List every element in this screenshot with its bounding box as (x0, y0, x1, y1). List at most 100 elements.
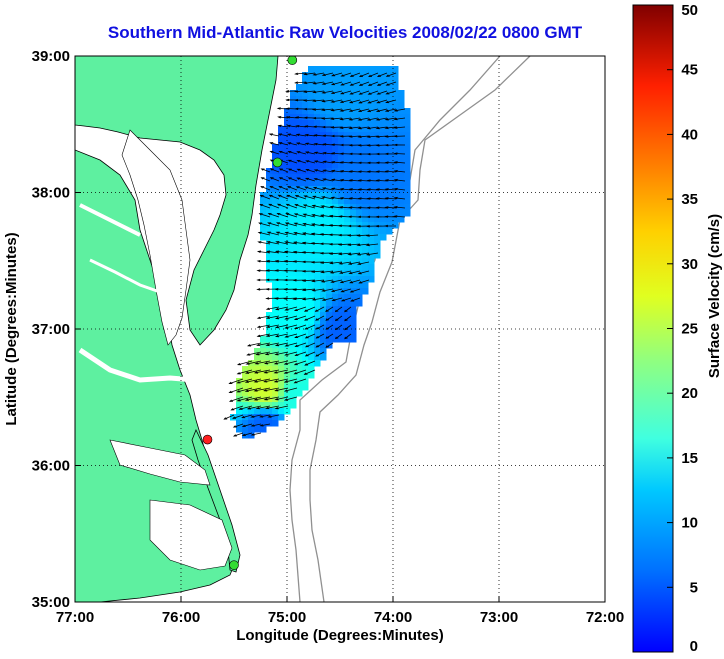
velocity-cell (254, 366, 261, 373)
velocity-cell (320, 186, 327, 193)
velocity-vector-head (330, 134, 335, 138)
velocity-cell (290, 276, 297, 283)
velocity-cell (308, 180, 315, 187)
velocity-vector-head (294, 98, 299, 102)
velocity-cell (332, 318, 339, 325)
velocity-cell (272, 354, 279, 361)
velocity-cell (266, 378, 273, 385)
velocity-cell (296, 252, 303, 259)
velocity-cell (374, 192, 381, 199)
velocity-cell (338, 216, 345, 223)
velocity-cell (332, 78, 339, 85)
velocity-vector-head (311, 298, 316, 301)
velocity-vector (284, 360, 298, 365)
velocity-vector-head (278, 150, 283, 154)
velocity-cell (296, 270, 303, 277)
velocity-vector-head (294, 72, 299, 76)
velocity-vector-head (337, 252, 343, 256)
velocity-cell (260, 402, 267, 409)
velocity-cell (284, 138, 291, 145)
velocity-vector-head (339, 178, 344, 182)
velocity-cell (326, 228, 333, 235)
velocity-cell (344, 162, 351, 169)
velocity-vector (312, 205, 325, 209)
velocity-cell (320, 162, 327, 169)
velocity-cell (332, 246, 339, 253)
velocity-cell (302, 348, 309, 355)
velocity-vector (331, 90, 343, 94)
x-axis-label: Longitude (Degrees:Minutes) (236, 627, 444, 644)
velocity-cell (344, 258, 351, 265)
velocity-vector (341, 72, 352, 77)
velocity-vector (237, 369, 253, 375)
velocity-cell (296, 150, 303, 157)
velocity-cell (302, 312, 309, 319)
velocity-cell (284, 228, 291, 235)
velocity-cell (356, 132, 363, 139)
velocity-cell (284, 348, 291, 355)
velocity-cell (374, 180, 381, 187)
velocity-vector (257, 342, 271, 346)
velocity-vector (277, 213, 289, 218)
velocity-cell (332, 108, 339, 115)
velocity-cell (386, 156, 393, 163)
velocity-vector (267, 241, 280, 245)
velocity-vector-head (321, 73, 326, 76)
velocity-vector-head (303, 90, 308, 93)
velocity-vector-head (365, 234, 370, 237)
velocity-vector (377, 81, 388, 86)
velocity-cell (290, 228, 297, 235)
velocity-vector (265, 351, 280, 355)
velocity-cell (320, 180, 327, 187)
velocity-vector (261, 177, 271, 182)
velocity-cell (290, 384, 297, 391)
velocity-vector (284, 387, 298, 392)
velocity-cell (356, 198, 363, 205)
velocity-cell (296, 96, 303, 103)
velocity-cell (236, 378, 243, 385)
velocity-cell (284, 174, 291, 181)
velocity-vector-head (253, 389, 258, 392)
velocity-cell (272, 342, 279, 349)
velocity-cell (272, 318, 279, 325)
velocity-cell (326, 252, 333, 259)
velocity-cell (308, 300, 315, 307)
velocity-vector-head (263, 380, 268, 383)
velocity-cell (314, 204, 321, 211)
velocity-vector-head (357, 118, 362, 121)
velocity-cell (296, 186, 303, 193)
velocity-cell (308, 288, 315, 295)
velocity-vector-head (348, 188, 353, 191)
velocity-vector-head (384, 135, 389, 138)
velocity-cell (272, 408, 279, 415)
velocity-cell (332, 120, 339, 127)
velocity-cell (350, 180, 357, 187)
velocity-cell (296, 366, 303, 373)
velocity-cell (320, 174, 327, 181)
velocity-cell (374, 120, 381, 127)
velocity-cell (344, 102, 351, 109)
velocity-vector-head (303, 372, 308, 375)
velocity-vector-head (285, 203, 290, 207)
velocity-cell (314, 198, 321, 205)
colorbar-tick-label: 15 (681, 450, 698, 467)
velocity-vector-head (257, 231, 262, 235)
velocity-cell (314, 330, 321, 337)
velocity-cell (350, 306, 357, 313)
velocity-vector (257, 324, 271, 328)
velocity-vector (279, 168, 289, 173)
velocity-cell (314, 318, 321, 325)
river-rappahannock (89, 258, 161, 294)
velocity-vector (349, 270, 361, 274)
velocity-vector (366, 234, 379, 237)
velocity-vector-head (265, 269, 270, 272)
velocity-cell (290, 390, 297, 397)
y-axis-label: Latitude (Degrees:Minutes) (3, 232, 20, 425)
velocity-cell (272, 324, 279, 331)
velocity-cell (278, 396, 285, 403)
velocity-cell (374, 156, 381, 163)
velocity-cell (344, 138, 351, 145)
velocity-cell (320, 96, 327, 103)
velocity-vector-head (278, 142, 283, 145)
velocity-cell (302, 378, 309, 385)
